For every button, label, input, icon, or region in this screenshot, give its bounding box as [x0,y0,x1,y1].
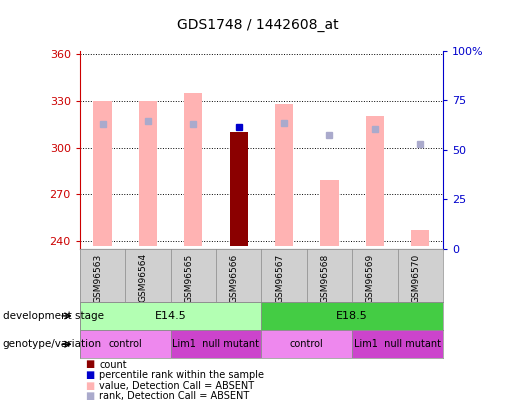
Bar [366,116,384,246]
Text: Lim1  null mutant: Lim1 null mutant [173,339,260,349]
Text: GSM96569: GSM96569 [366,253,375,303]
Text: GDS1748 / 1442608_at: GDS1748 / 1442608_at [177,18,338,32]
Text: control: control [108,339,142,349]
Bar [261,330,352,358]
Bar [80,302,261,330]
Text: value, Detection Call = ABSENT: value, Detection Call = ABSENT [99,381,254,390]
Bar [411,230,430,246]
Bar [275,104,293,246]
Text: GSM96566: GSM96566 [230,253,238,303]
Text: genotype/variation: genotype/variation [3,339,101,349]
Text: control: control [290,339,323,349]
Text: percentile rank within the sample: percentile rank within the sample [99,370,264,380]
Text: ■: ■ [85,391,94,401]
Bar [320,180,338,246]
Bar [184,93,202,246]
Text: GSM96565: GSM96565 [184,253,193,303]
Text: GSM96564: GSM96564 [139,253,148,303]
Text: ■: ■ [85,381,94,390]
Text: GSM96567: GSM96567 [275,253,284,303]
Bar [352,330,443,358]
Text: GSM96570: GSM96570 [411,253,420,303]
Text: GSM96563: GSM96563 [94,253,102,303]
Bar [230,132,248,246]
Text: ■: ■ [85,360,94,369]
Text: development stage: development stage [3,311,104,321]
Text: Lim1  null mutant: Lim1 null mutant [354,339,441,349]
Text: E18.5: E18.5 [336,311,368,321]
Text: GSM96568: GSM96568 [320,253,330,303]
Bar [261,302,443,330]
Text: count: count [99,360,127,369]
Bar [139,100,157,246]
Bar [170,330,261,358]
Bar [80,330,170,358]
Bar [93,100,112,246]
Text: rank, Detection Call = ABSENT: rank, Detection Call = ABSENT [99,391,250,401]
Text: ■: ■ [85,370,94,380]
Text: E14.5: E14.5 [154,311,186,321]
